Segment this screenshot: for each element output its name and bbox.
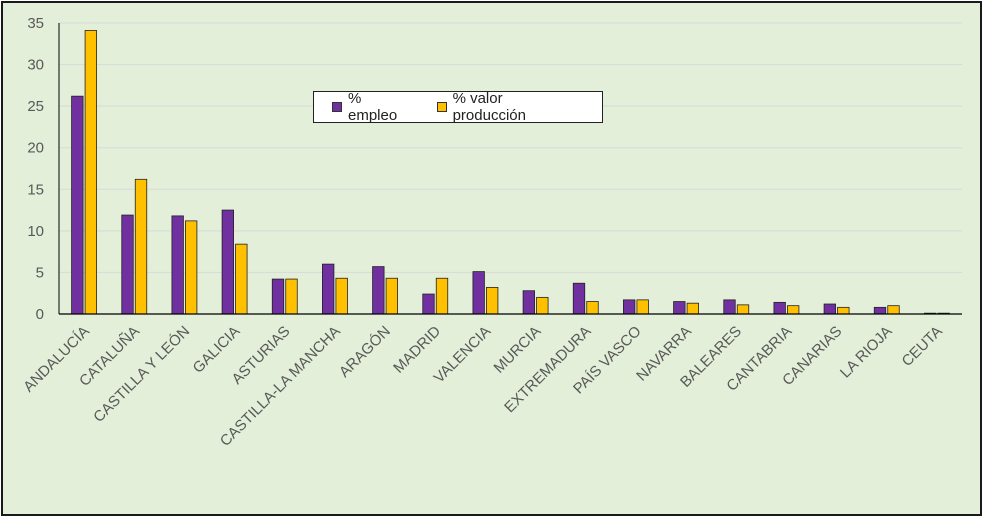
bar-empleo — [322, 263, 335, 315]
bar-empleo — [773, 301, 786, 315]
bar-empleo — [522, 290, 535, 315]
y-tick-label: 5 — [36, 264, 44, 281]
bar-empleo — [271, 278, 285, 315]
x-category-label: CEUTA — [899, 323, 946, 370]
bar-produccion — [887, 305, 900, 315]
bar-produccion — [335, 277, 348, 315]
bar-empleo — [472, 271, 485, 315]
bar-produccion — [787, 305, 800, 315]
bar-produccion — [84, 30, 97, 315]
bar-empleo — [221, 209, 234, 315]
bar-produccion — [134, 178, 148, 315]
bar-empleo — [623, 299, 636, 315]
y-tick-label: 30 — [27, 57, 44, 74]
bar-empleo — [723, 299, 736, 315]
bar-produccion — [486, 286, 499, 315]
bar-empleo — [572, 282, 586, 315]
bar-produccion — [586, 301, 599, 315]
bar-produccion — [185, 220, 198, 315]
legend-label-produccion: % valor producción — [452, 90, 526, 124]
bar-empleo — [673, 301, 686, 315]
bar-produccion — [385, 277, 398, 315]
legend-swatch-produccion — [436, 102, 447, 112]
y-tick-label: 10 — [27, 223, 44, 240]
y-tick-label: 0 — [36, 306, 44, 323]
bar-produccion — [636, 299, 649, 315]
bar-produccion — [736, 304, 750, 315]
bar-empleo — [873, 306, 887, 315]
bar-produccion — [285, 278, 298, 315]
y-tick-label: 35 — [27, 15, 44, 32]
x-category-label: LA RIOJA — [837, 323, 896, 382]
y-tick-label: 15 — [27, 181, 44, 198]
bar-empleo — [422, 293, 435, 315]
bar-produccion — [235, 243, 248, 315]
bar-empleo — [171, 215, 184, 315]
bar-produccion — [435, 277, 449, 315]
bar-produccion — [686, 302, 699, 315]
x-category-label: EXTREMADURA — [501, 323, 594, 416]
bar-empleo — [372, 266, 385, 315]
x-category-label: ARAGÓN — [336, 323, 394, 381]
bar-produccion — [536, 296, 549, 315]
y-tick-label: 25 — [27, 98, 44, 115]
bar-empleo — [121, 214, 134, 315]
legend-swatch-empleo — [332, 102, 342, 112]
x-category-label: CASTILLA Y LEÓN — [90, 323, 193, 426]
legend: % empleo % valor producción — [313, 90, 603, 124]
legend-item-empleo: % empleo — [332, 90, 415, 124]
bar-empleo — [823, 303, 836, 315]
legend-label-empleo: % empleo — [347, 90, 398, 124]
bar-empleo — [71, 95, 84, 315]
bar-produccion — [837, 306, 850, 315]
y-tick-label: 20 — [27, 140, 44, 157]
legend-item-produccion: % valor producción — [436, 90, 580, 124]
